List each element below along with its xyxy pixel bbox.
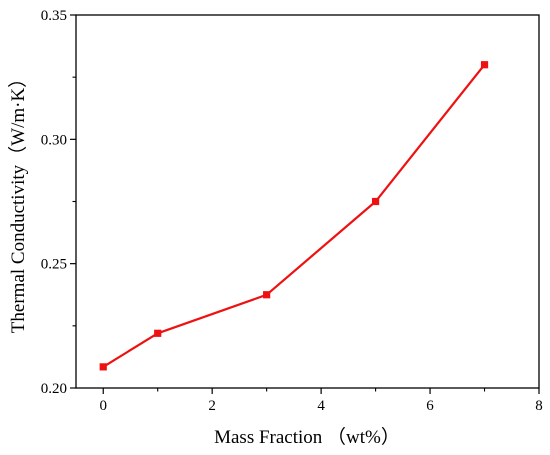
x-tick-label: 4 bbox=[317, 398, 325, 414]
y-tick-label: 0.20 bbox=[41, 381, 67, 397]
x-axis-title: Mass Fraction （wt%） bbox=[214, 426, 400, 448]
data-point bbox=[371, 197, 380, 206]
y-tick-label: 0.35 bbox=[41, 8, 67, 24]
axis-ticks bbox=[70, 14, 540, 394]
data-point bbox=[154, 329, 162, 337]
y-tick-label: 0.30 bbox=[41, 132, 67, 148]
plot-frame bbox=[75, 14, 540, 389]
series-group bbox=[99, 61, 489, 371]
data-point bbox=[99, 363, 107, 371]
y-tick-label: 0.25 bbox=[41, 257, 67, 273]
series-line bbox=[102, 64, 486, 368]
tick-labels: 0 2 4 6 8 0.20 0.25 0.30 0.35 bbox=[41, 8, 543, 414]
x-tick-label: 0 bbox=[99, 398, 107, 414]
x-tick-label: 6 bbox=[426, 398, 434, 414]
x-tick-label: 2 bbox=[208, 398, 216, 414]
data-point bbox=[263, 291, 271, 299]
x-tick-label: 8 bbox=[535, 398, 543, 414]
y-axis-title: Thermal Conductivity（W/m·K） bbox=[7, 69, 29, 333]
data-point bbox=[480, 61, 489, 69]
